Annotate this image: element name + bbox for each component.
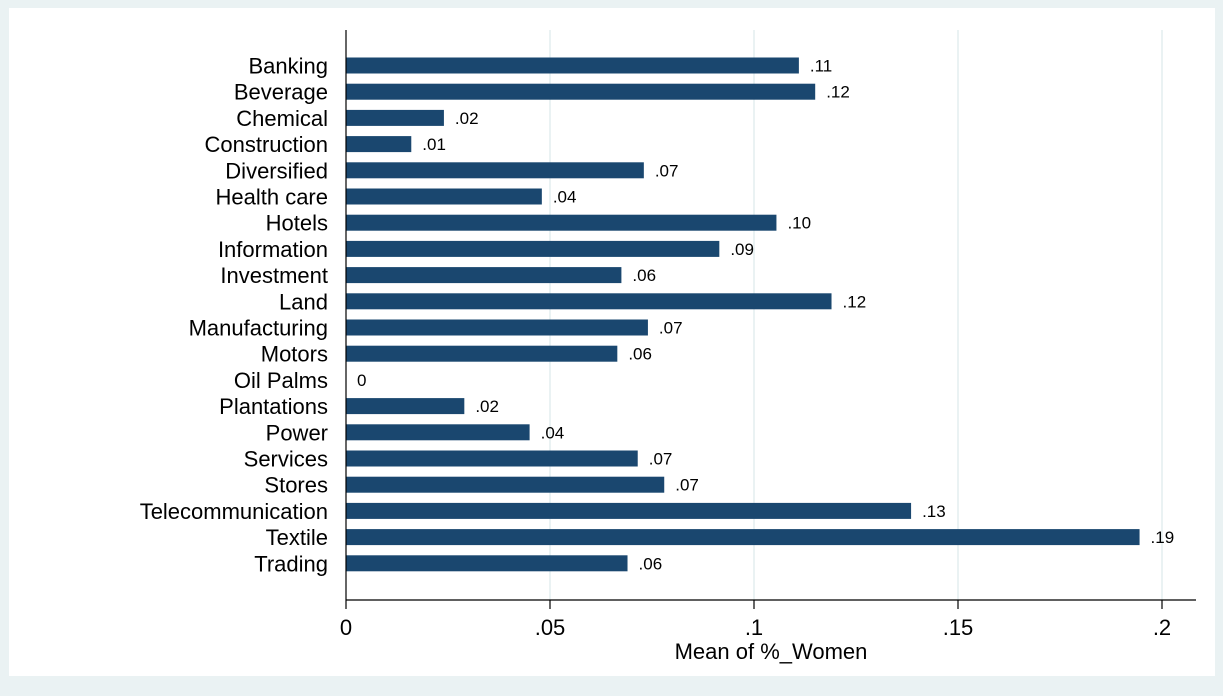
value-label: .01	[422, 135, 446, 154]
value-label: .07	[655, 161, 679, 180]
plot-panel	[9, 8, 1215, 676]
category-label: Land	[279, 289, 328, 314]
x-tick-label: .2	[1153, 615, 1171, 640]
value-label: .19	[1151, 528, 1175, 547]
value-label: .04	[553, 188, 577, 207]
x-tick-label: .05	[535, 615, 566, 640]
value-label: .13	[922, 502, 946, 521]
bar	[346, 57, 799, 74]
value-label: .04	[541, 423, 565, 442]
value-label: .12	[826, 83, 850, 102]
category-label: Trading	[254, 551, 328, 576]
bar	[346, 240, 720, 257]
value-label: .12	[843, 292, 867, 311]
bars: Banking .11 Beverage .12 Chemical .02 Construc…	[140, 54, 1175, 577]
category-label: Information	[218, 237, 328, 262]
x-tick-label: .1	[745, 615, 763, 640]
bar	[346, 214, 777, 231]
x-ticks: 0 .05 .1 .15 .2	[340, 600, 1171, 640]
bar	[346, 136, 412, 153]
category-label: Chemical	[236, 106, 328, 131]
category-label: Banking	[248, 54, 328, 79]
value-label: .02	[455, 109, 479, 128]
value-label: .07	[649, 450, 673, 469]
bar	[346, 319, 648, 336]
category-label: Stores	[264, 473, 328, 498]
value-label: .07	[659, 319, 683, 338]
value-label: .06	[628, 345, 652, 364]
bar	[346, 529, 1140, 546]
value-label: .06	[632, 266, 656, 285]
bar	[346, 424, 530, 441]
category-label: Diversified	[225, 158, 328, 183]
value-label: .11	[810, 57, 832, 76]
axes	[345, 30, 1196, 601]
bar	[346, 188, 542, 205]
x-axis-label: Mean of %_Women	[675, 639, 868, 664]
category-label: Construction	[204, 132, 328, 157]
bar	[346, 267, 622, 284]
category-label: Oil Palms	[234, 368, 328, 393]
category-label: Telecommunication	[140, 499, 328, 524]
value-label: .07	[675, 476, 699, 495]
bar	[346, 162, 644, 179]
bar	[346, 293, 832, 310]
bar	[346, 83, 816, 100]
value-label: 0	[357, 371, 366, 390]
value-label: .02	[475, 397, 499, 416]
category-label: Services	[244, 447, 328, 472]
category-label: Motors	[261, 342, 328, 367]
category-label: Textile	[266, 525, 328, 550]
bar	[346, 450, 638, 467]
value-label: .09	[730, 240, 754, 259]
bar	[346, 555, 628, 572]
category-label: Power	[266, 420, 328, 445]
bar	[346, 398, 465, 415]
category-label: Investment	[220, 263, 328, 288]
bar	[346, 502, 912, 519]
x-tick-label: 0	[340, 615, 352, 640]
category-label: Manufacturing	[189, 316, 328, 341]
value-label: .10	[787, 214, 811, 233]
bar	[346, 345, 618, 362]
category-label: Health care	[215, 185, 328, 210]
category-label: Hotels	[266, 211, 328, 236]
bar	[346, 476, 665, 493]
bar	[346, 109, 444, 126]
category-label: Plantations	[219, 394, 328, 419]
value-label: .06	[639, 554, 663, 573]
category-label: Beverage	[234, 80, 328, 105]
x-tick-label: .15	[943, 615, 974, 640]
